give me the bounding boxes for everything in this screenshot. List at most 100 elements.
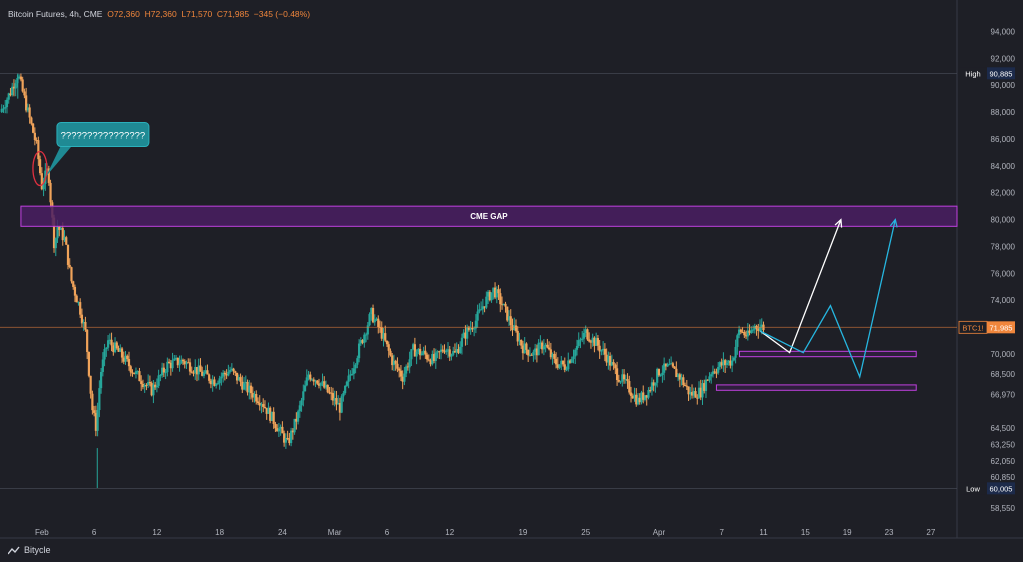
candle-body	[239, 377, 242, 382]
candle-body	[188, 362, 192, 372]
candle-body	[30, 117, 33, 124]
candle-body	[588, 339, 591, 342]
candle-body	[2, 108, 5, 110]
candle-body	[199, 365, 202, 372]
candle-body	[622, 374, 626, 380]
candle-body	[298, 405, 301, 412]
candle-body	[399, 370, 403, 377]
projection-arrowhead-white	[834, 218, 843, 228]
candle-body	[750, 330, 753, 333]
x-tick-label: 25	[581, 528, 590, 537]
candle-body	[40, 173, 43, 190]
last-label: BTC1!	[962, 323, 983, 332]
candle-body	[537, 342, 540, 356]
candle-body	[309, 374, 312, 380]
candle-body	[727, 360, 730, 363]
candle-body	[615, 368, 619, 381]
candle-body	[35, 140, 38, 142]
candle-body	[357, 343, 361, 359]
callout-box	[56, 122, 150, 148]
candle-body	[18, 76, 21, 78]
candle-body	[338, 403, 342, 413]
y-tick-label: 76,000	[991, 269, 1016, 278]
candle-body	[291, 430, 294, 433]
candle-body	[495, 289, 498, 298]
candle-body	[5, 99, 9, 108]
candle-body	[331, 393, 335, 401]
candle-body	[166, 361, 169, 373]
high-value: 90,885	[990, 69, 1013, 78]
candle-body	[652, 382, 655, 386]
candle-body	[431, 354, 434, 365]
candle-body	[706, 379, 709, 381]
candle-body	[328, 392, 331, 394]
candle-body	[589, 341, 593, 343]
candle-body	[682, 377, 685, 386]
candle-body	[258, 403, 261, 406]
candle-body	[211, 379, 214, 385]
candle-body	[274, 423, 277, 429]
x-tick-label: Feb	[35, 528, 49, 537]
candle-body	[244, 381, 247, 384]
candle-body	[23, 91, 26, 96]
candle-body	[293, 418, 296, 433]
candle-body	[167, 361, 171, 363]
candle-body	[694, 391, 697, 398]
candle-body	[270, 411, 274, 421]
candle-body	[485, 296, 488, 308]
candle-body	[568, 360, 572, 363]
candle-body	[21, 79, 24, 92]
candle-body	[534, 348, 537, 352]
candle-body	[741, 331, 744, 333]
candle-body	[758, 327, 762, 331]
candle-body	[96, 410, 99, 431]
y-tick-label: 80,000	[991, 216, 1016, 225]
candle-body	[734, 346, 737, 358]
candle-body	[375, 318, 378, 320]
candle-body	[9, 93, 12, 96]
callout-text: ????????????????	[61, 131, 146, 142]
candle-body	[101, 359, 104, 372]
close-value: C71,985	[216, 9, 250, 19]
candle-body	[419, 348, 422, 356]
candle-body	[438, 351, 441, 353]
candle-body	[422, 350, 425, 354]
candle-body	[262, 404, 265, 407]
candle-body	[305, 377, 308, 386]
candle-body	[722, 360, 725, 366]
projection-path-cyan	[760, 219, 896, 379]
candle-body	[670, 363, 673, 365]
candle-body	[666, 364, 669, 367]
candle-body	[541, 342, 544, 350]
candle-body	[699, 387, 702, 398]
x-tick-label: 6	[385, 528, 390, 537]
candle-body	[558, 364, 561, 368]
candle-body	[344, 385, 347, 394]
candle-body	[171, 360, 174, 369]
candle-body	[112, 345, 115, 352]
candle-body	[37, 140, 40, 160]
x-tick-label: 24	[278, 528, 287, 537]
candle-body	[103, 349, 106, 360]
candle-body	[256, 401, 260, 404]
candle-body	[617, 380, 620, 382]
candle-body	[136, 371, 139, 373]
candle-body	[49, 182, 52, 203]
brand-name: Bitycle	[24, 545, 51, 555]
candle-body	[265, 407, 268, 414]
candle-body	[621, 374, 624, 382]
last-value: 71,985	[990, 323, 1013, 332]
candle-body	[532, 351, 535, 356]
candle-body	[54, 238, 57, 249]
candle-body	[59, 227, 63, 230]
candle-body	[647, 390, 650, 398]
candle-body	[356, 358, 359, 365]
candle-body	[396, 363, 399, 369]
candle-body	[359, 340, 362, 344]
candle-body	[187, 362, 190, 364]
change-value: −345 (−0.48%)	[253, 9, 311, 19]
candle-body	[563, 364, 566, 370]
candle-body	[100, 371, 103, 389]
candle-body	[79, 302, 82, 315]
